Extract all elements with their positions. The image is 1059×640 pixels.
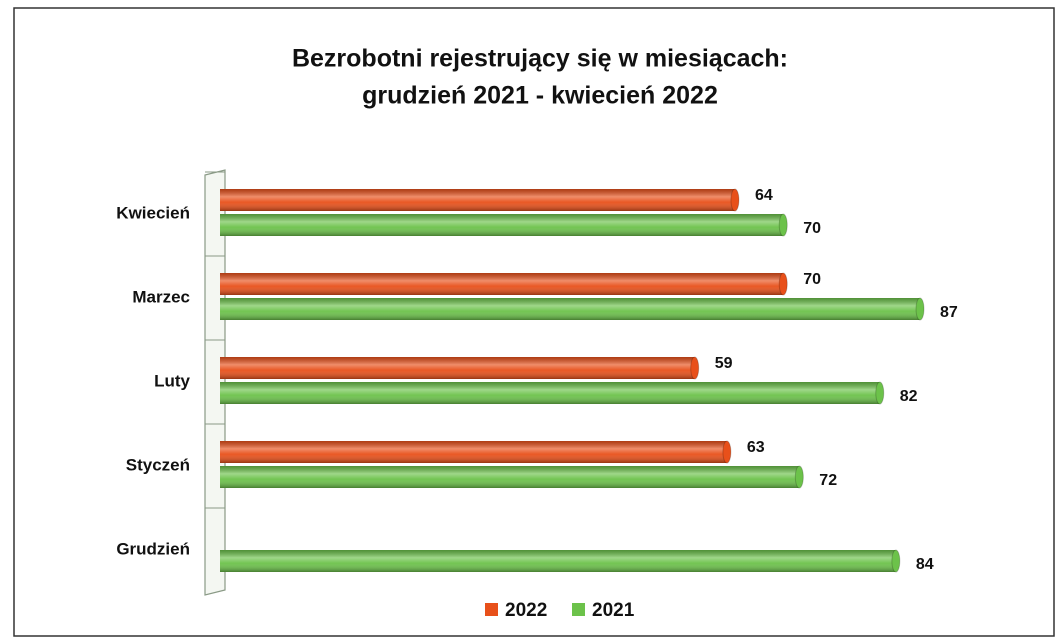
bar-cap bbox=[875, 381, 885, 405]
y-tick-label: Luty bbox=[154, 371, 190, 390]
bar-cap bbox=[778, 213, 788, 237]
bar-cap bbox=[690, 356, 700, 380]
bar-cap bbox=[722, 440, 732, 464]
data-label: 64 bbox=[755, 187, 773, 204]
frame bbox=[13, 7, 1055, 637]
bar-shine bbox=[220, 441, 727, 463]
legend-swatch bbox=[485, 603, 498, 616]
data-label: 82 bbox=[900, 388, 918, 405]
bar-shine bbox=[220, 466, 800, 488]
legend-swatch bbox=[572, 603, 585, 616]
bar-cap bbox=[891, 549, 901, 573]
chart-subtitle: grudzień 2021 - kwiecień 2022 bbox=[362, 82, 718, 110]
bar-cap bbox=[794, 465, 804, 489]
bar-shine bbox=[220, 298, 920, 320]
y-tick-label: Kwiecień bbox=[116, 203, 190, 222]
legend-label: 2022 bbox=[505, 600, 547, 621]
bar-cap bbox=[778, 272, 788, 296]
bar-shine bbox=[220, 189, 735, 211]
legend-label: 2021 bbox=[592, 600, 635, 621]
y-tick-label: Marzec bbox=[132, 287, 190, 306]
bar-shine bbox=[220, 550, 896, 572]
bar-shine bbox=[220, 382, 880, 404]
bar-cap bbox=[915, 297, 925, 321]
bar-shine bbox=[220, 214, 784, 236]
data-label: 84 bbox=[916, 556, 934, 573]
data-label: 72 bbox=[819, 472, 837, 489]
y-tick-label: Grudzień bbox=[116, 539, 190, 558]
data-label: 70 bbox=[803, 271, 821, 288]
bar-shine bbox=[220, 273, 784, 295]
data-label: 59 bbox=[715, 355, 733, 372]
data-label: 70 bbox=[803, 220, 821, 237]
y-tick-label: Styczeń bbox=[126, 455, 190, 474]
data-label: 63 bbox=[747, 439, 765, 456]
chart-title: Bezrobotni rejestrujący się w miesiącach… bbox=[292, 45, 788, 73]
bar-shine bbox=[220, 357, 695, 379]
data-label: 87 bbox=[940, 304, 958, 321]
bar-cap bbox=[730, 188, 740, 212]
